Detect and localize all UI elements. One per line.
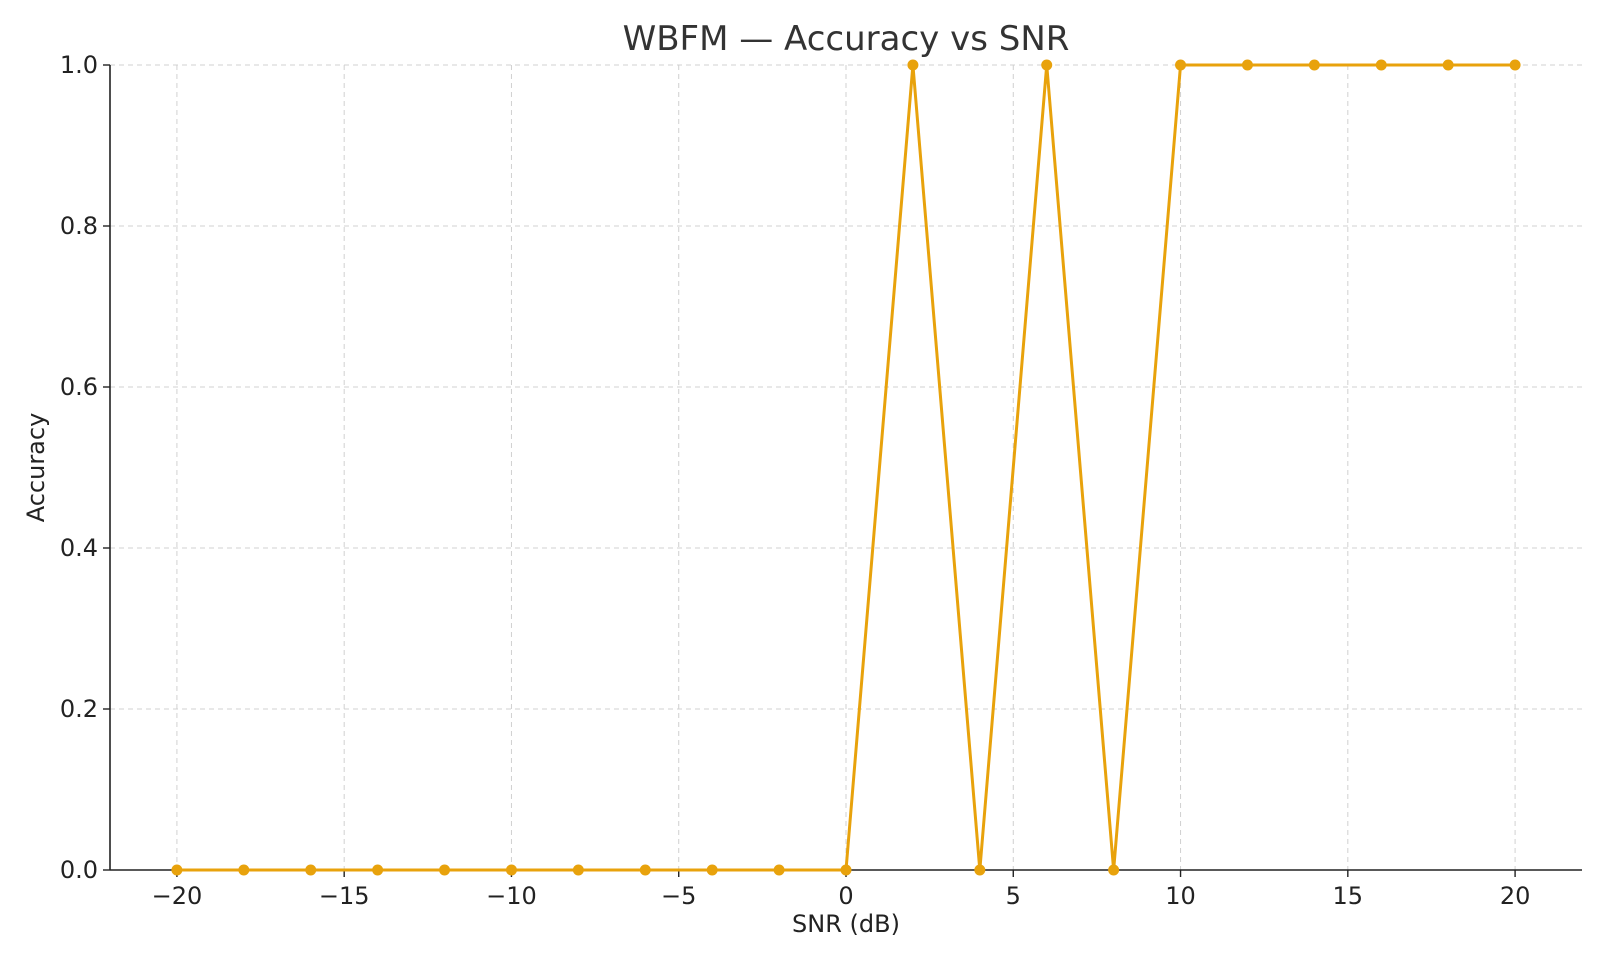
data-point [238, 864, 250, 876]
data-point [974, 864, 986, 876]
chart-title: WBFM — Accuracy vs SNR [623, 19, 1070, 59]
data-point [639, 864, 651, 876]
data-point [706, 864, 718, 876]
data-point [1175, 59, 1187, 71]
x-tick-label: −20 [152, 882, 203, 910]
y-tick-label: 1.0 [60, 51, 98, 79]
data-point [171, 864, 183, 876]
x-tick-label: 15 [1333, 882, 1364, 910]
y-tick-label: 0.8 [60, 212, 98, 240]
x-tick-label: 20 [1500, 882, 1531, 910]
data-point [1241, 59, 1253, 71]
ticks: −20 −15 −10 −5 0 5 10 15 20 0.0 0.2 0.4 0.6 0.8 1.0 [60, 51, 1531, 910]
data-point [907, 59, 919, 71]
data-point [1308, 59, 1320, 71]
data-point [439, 864, 451, 876]
x-tick-label: −10 [486, 882, 537, 910]
x-tick-label: 0 [838, 882, 853, 910]
data-point [1041, 59, 1053, 71]
y-tick-label: 0.4 [60, 534, 98, 562]
data-point [1509, 59, 1521, 71]
data-point [1375, 59, 1387, 71]
x-tick-label: −15 [319, 882, 370, 910]
series [171, 59, 1521, 876]
data-point [1442, 59, 1454, 71]
y-tick-label: 0.0 [60, 856, 98, 884]
data-point [773, 864, 785, 876]
data-point [372, 864, 384, 876]
y-axis-label: Accuracy [22, 413, 50, 523]
x-axis-label: SNR (dB) [792, 910, 900, 938]
data-point [840, 864, 852, 876]
y-tick-label: 0.2 [60, 695, 98, 723]
y-tick-label: 0.6 [60, 373, 98, 401]
x-tick-label: 5 [1006, 882, 1021, 910]
data-point [305, 864, 317, 876]
data-point [1108, 864, 1120, 876]
x-tick-label: 10 [1165, 882, 1196, 910]
data-point [572, 864, 584, 876]
grid [110, 64, 1582, 871]
data-point [505, 864, 517, 876]
x-tick-label: −5 [661, 882, 696, 910]
